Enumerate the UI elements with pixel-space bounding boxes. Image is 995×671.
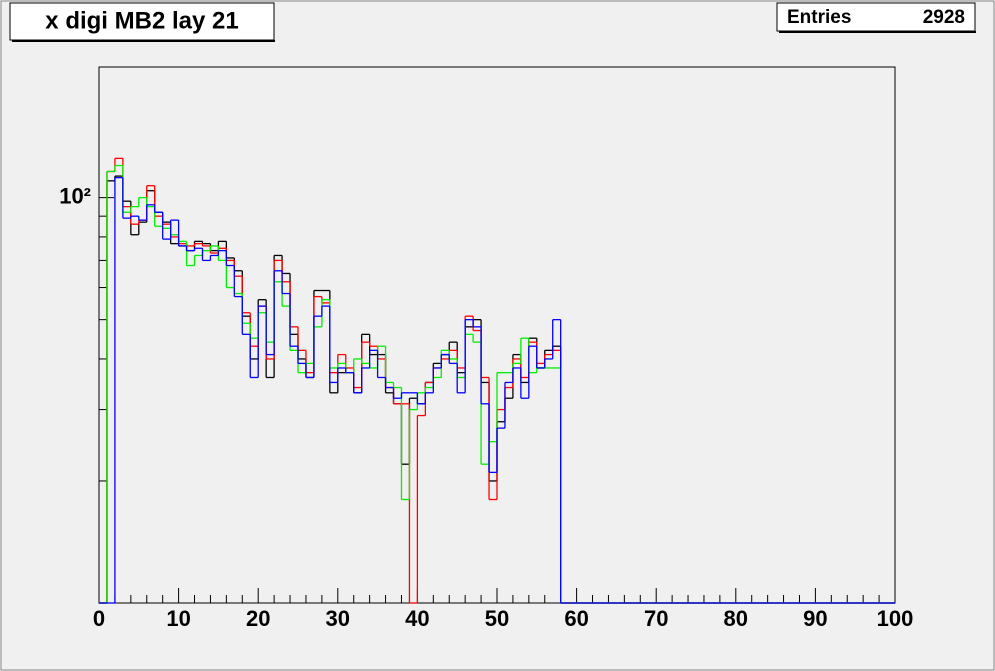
stats-label: Entries: [787, 7, 851, 28]
stats-value: 2928: [923, 7, 965, 28]
x-tick-label: 40: [405, 606, 429, 631]
chart-title: x digi MB2 lay 21: [45, 7, 238, 34]
x-tick-label: 100: [877, 606, 914, 631]
x-tick-label: 50: [485, 606, 509, 631]
x-tick-label: 60: [564, 606, 588, 631]
x-tick-label: 20: [246, 606, 270, 631]
title-box: [9, 2, 275, 41]
y-tick-label: 10²: [59, 183, 91, 208]
x-tick-label: 0: [93, 606, 105, 631]
x-tick-label: 10: [166, 606, 190, 631]
plot-frame: [98, 66, 896, 604]
x-tick-label: 80: [724, 606, 748, 631]
x-tick-label: 30: [326, 606, 350, 631]
x-tick-label: 70: [644, 606, 668, 631]
x-tick-label: 90: [803, 606, 827, 631]
